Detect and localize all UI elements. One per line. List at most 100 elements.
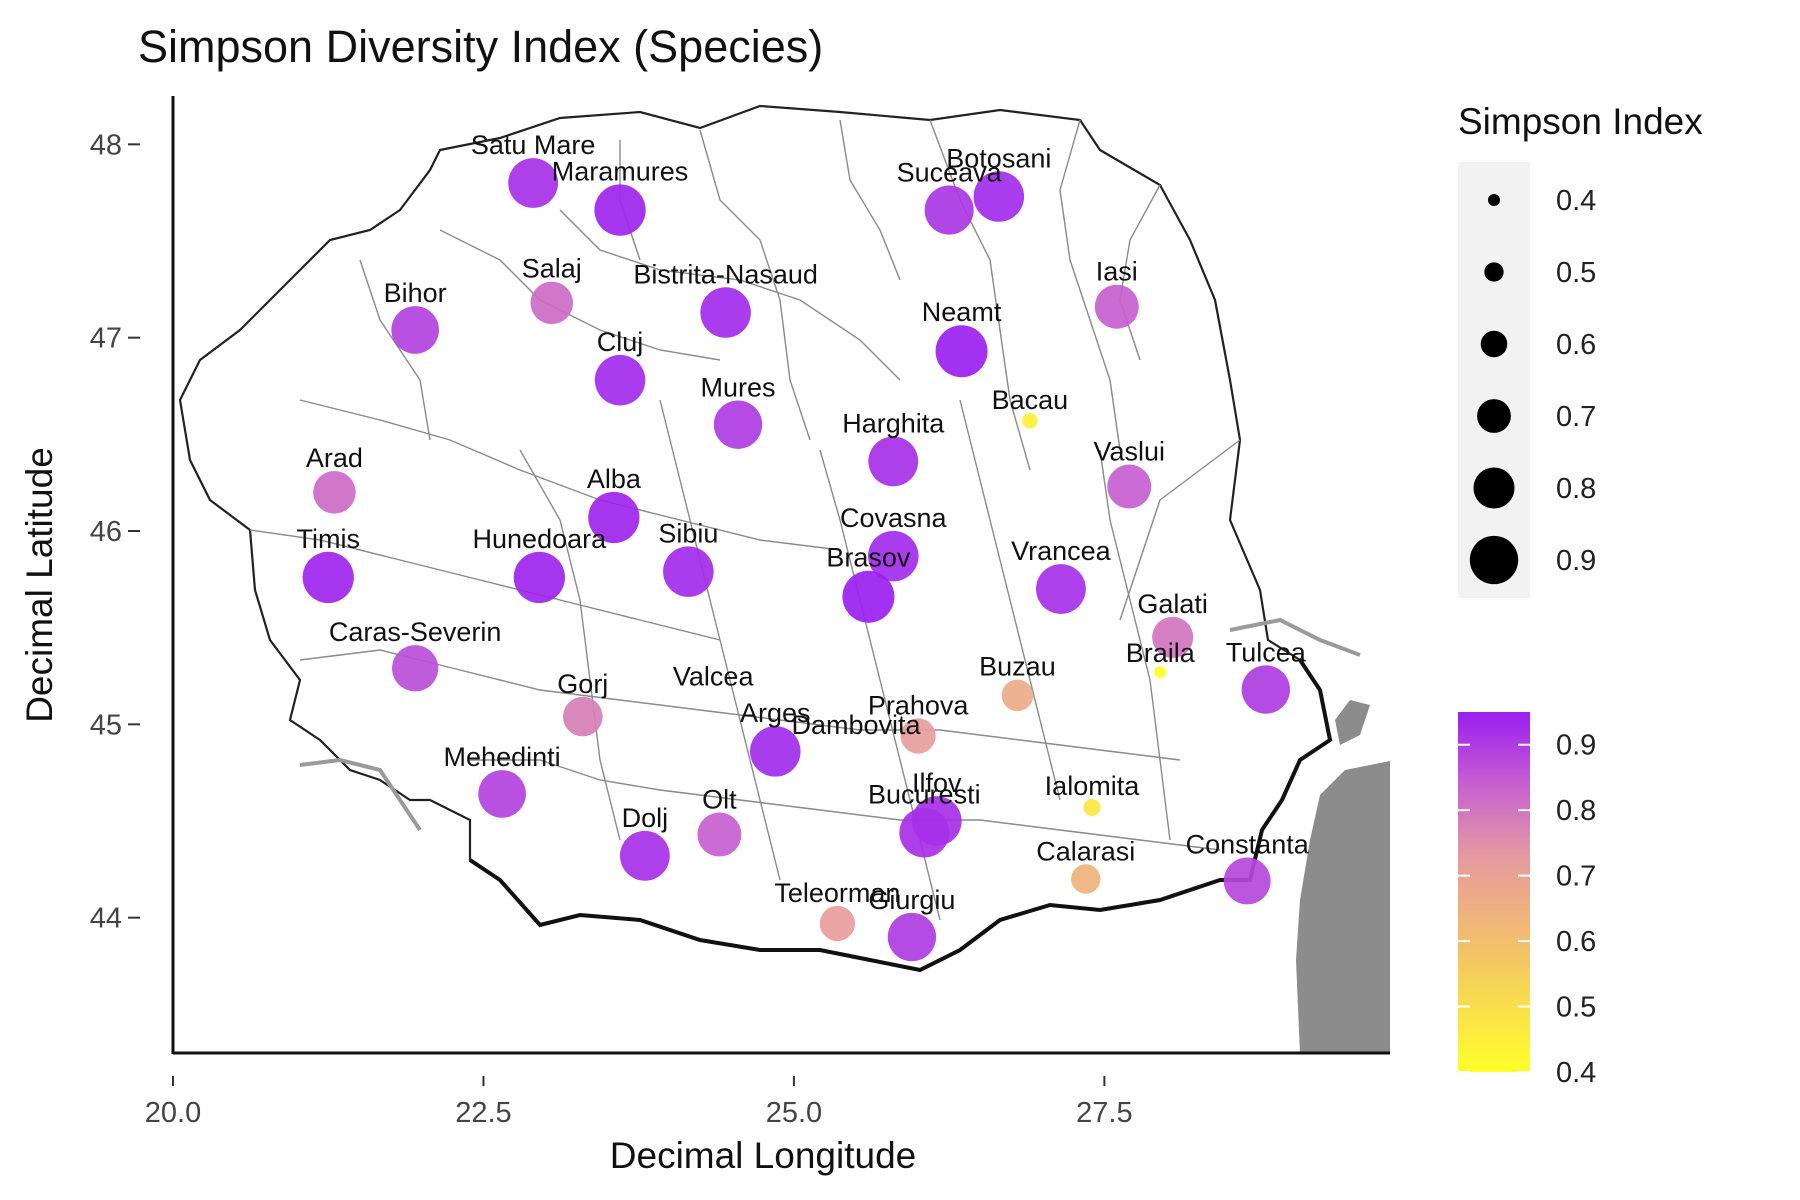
data-point-label: Ialomita [1045, 771, 1141, 801]
axes: 20.0 22.5 25.0 27.5 44 45 46 47 48 [90, 96, 1390, 1129]
size-legend-key-background [1458, 162, 1530, 598]
data-point-label: Hunedoara [473, 524, 608, 554]
data-point-label: Bistrita-Nasaud [633, 259, 818, 289]
color-legend-label: 0.4 [1556, 1057, 1596, 1089]
data-point [313, 471, 356, 514]
data-point-label: Neamt [922, 297, 1002, 327]
data-point-label: Valcea [673, 662, 755, 692]
data-point-label: Giurgiu [868, 885, 955, 915]
data-point-label: Alba [587, 464, 642, 494]
data-point [697, 812, 742, 857]
size-legend-key [1477, 399, 1511, 433]
data-point [1223, 857, 1271, 905]
size-legend-label: 0.8 [1556, 473, 1596, 505]
data-point [530, 281, 574, 325]
y-tick-label: 48 [90, 129, 122, 161]
data-point [935, 325, 988, 378]
x-axis-title: Decimal Longitude [610, 1135, 916, 1176]
data-point-label: Bucuresti [868, 780, 981, 810]
color-legend-label: 0.6 [1556, 926, 1596, 958]
data-point [1154, 666, 1167, 679]
data-point [1241, 665, 1290, 714]
data-point-label: Braila [1126, 638, 1196, 668]
data-point [842, 570, 895, 623]
data-point-label: Botosani [946, 143, 1051, 173]
data-point-label: Covasna [840, 503, 948, 533]
data-point [513, 551, 565, 604]
data-point [924, 185, 974, 235]
size-legend-label: 0.9 [1556, 545, 1596, 577]
black-sea-shape [1296, 761, 1390, 1054]
data-point [899, 807, 950, 858]
data-point [1094, 284, 1139, 329]
color-bar [1458, 712, 1530, 1072]
y-tick-label: 44 [90, 903, 122, 935]
data-point-label: Olt [702, 785, 737, 815]
data-point [1071, 864, 1101, 894]
data-point-label: Constanta [1186, 829, 1310, 859]
data-point-label: Dambovita [791, 710, 921, 740]
size-legend-label: 0.6 [1556, 329, 1596, 361]
y-tick-label: 45 [90, 709, 122, 741]
x-tick-label: 27.5 [1076, 1097, 1132, 1129]
data-point [1022, 412, 1038, 429]
data-point-label: Caras-Severin [329, 617, 502, 647]
data-point-label: Mehedinti [444, 742, 561, 772]
data-point [562, 696, 603, 737]
data-point [594, 354, 646, 406]
data-point [750, 726, 801, 777]
size-legend-key [1469, 535, 1519, 585]
color-legend-label: 0.7 [1556, 861, 1596, 893]
data-point [713, 400, 763, 449]
data-point [594, 184, 646, 236]
data-points [302, 158, 1290, 962]
data-point [973, 171, 1025, 222]
data-point-label: Bihor [384, 278, 447, 308]
y-axis-title: Decimal Latitude [19, 447, 60, 723]
data-point [663, 546, 714, 597]
data-point [392, 645, 439, 692]
data-point-label: Bacau [992, 385, 1069, 415]
data-point [1107, 464, 1152, 509]
data-point [819, 905, 856, 942]
color-legend: 0.4 0.5 0.6 0.7 0.8 0.9 [1458, 712, 1596, 1089]
x-tick-label: 20.0 [145, 1097, 201, 1129]
data-point [1083, 798, 1101, 817]
data-point [887, 912, 937, 962]
y-tick-label: 47 [90, 323, 122, 355]
data-point [391, 306, 439, 354]
data-point-label: Salaj [522, 254, 582, 284]
data-point-label: Ilfov [912, 768, 962, 798]
data-point-label: Vaslui [1093, 437, 1165, 467]
data-point [508, 158, 559, 208]
data-point-label: Suceava [897, 158, 1003, 188]
basemap-romania [178, 104, 1390, 1054]
color-legend-label: 0.9 [1556, 730, 1596, 762]
data-point [302, 551, 354, 604]
data-point-label: Sibiu [658, 518, 718, 548]
color-legend-label: 0.8 [1556, 795, 1596, 827]
size-legend-key [1488, 194, 1500, 206]
data-point-label: Cluj [597, 327, 644, 357]
size-legend: Simpson Index 0.4 0.5 0.6 0.7 0.8 0.9 [1458, 101, 1703, 598]
data-point-label: Timis [296, 524, 359, 554]
x-tick-label: 22.5 [455, 1097, 511, 1129]
chart-title: Simpson Diversity Index (Species) [138, 21, 823, 72]
data-point [478, 770, 526, 818]
data-point-label: Tulcea [1226, 637, 1307, 667]
y-tick-label: 46 [90, 516, 122, 548]
data-point-label: Calarasi [1036, 836, 1135, 866]
size-legend-key [1480, 330, 1508, 358]
size-legend-title: Simpson Index [1458, 101, 1703, 142]
color-legend-label: 0.5 [1556, 992, 1596, 1024]
data-point [619, 830, 670, 881]
data-point-label: Gorj [557, 669, 608, 699]
data-point-label: Iasi [1096, 257, 1138, 287]
data-point-label: Teleorman [774, 878, 900, 908]
x-tick-label: 25.0 [766, 1097, 822, 1129]
data-point [867, 530, 919, 582]
data-point [1152, 616, 1194, 658]
data-point [868, 436, 919, 487]
